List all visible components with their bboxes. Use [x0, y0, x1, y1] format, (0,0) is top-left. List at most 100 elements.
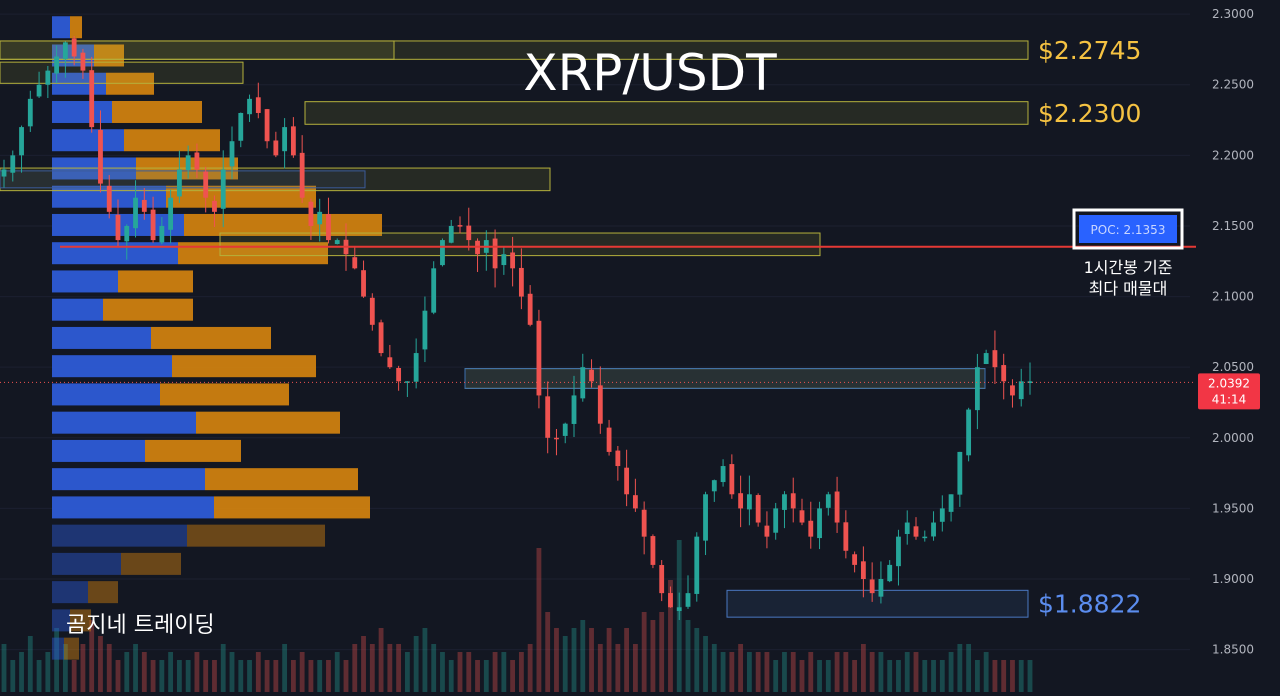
profile-buy-bar: [52, 270, 118, 293]
candle-body: [378, 322, 384, 354]
volume-bar: [378, 628, 384, 692]
profile-buy-bar: [52, 552, 121, 575]
poc-label-box: [1079, 215, 1177, 243]
volume-bar: [589, 628, 594, 692]
profile-buy-bar: [52, 326, 151, 349]
profile-buy-bar: [52, 609, 70, 632]
y-tick-label: 1.8500: [1212, 643, 1254, 657]
candle-body: [808, 520, 814, 537]
volume-bar: [124, 652, 130, 692]
candle-body: [983, 353, 989, 365]
candle-body: [545, 396, 551, 438]
volume-bar: [1010, 660, 1015, 692]
candlesticks: [1, 35, 1033, 621]
candle-body: [334, 240, 340, 245]
profile-sell-bar: [118, 270, 193, 293]
candle-body: [817, 508, 822, 539]
volume-bar: [817, 660, 822, 692]
candle-body: [212, 200, 217, 212]
volume-bar: [492, 652, 498, 692]
volume-bar: [212, 660, 217, 692]
candle-body: [1010, 385, 1015, 396]
volume-bar: [62, 644, 68, 692]
volume-bar: [203, 660, 209, 692]
candle-body: [10, 155, 16, 173]
volume-bar: [483, 660, 489, 692]
candle-body: [124, 225, 130, 242]
volume-bar: [668, 580, 673, 692]
profile-sell-bar: [160, 383, 289, 406]
candle-body: [755, 495, 761, 523]
profile-sell-bar: [205, 468, 358, 491]
volume-bar: [632, 644, 638, 692]
volume-profile: [52, 16, 382, 660]
volume-bar: [413, 636, 419, 692]
candle-body: [518, 267, 524, 297]
volume-bar: [641, 612, 647, 692]
candle-body: [326, 214, 331, 241]
volume-bar: [150, 660, 156, 692]
level-label: $2.2745: [1038, 36, 1141, 65]
profile-buy-bar: [52, 129, 124, 152]
candle-body: [615, 450, 621, 467]
candle-body: [501, 254, 507, 266]
candle-body: [878, 579, 884, 597]
volume-bar: [448, 660, 454, 692]
candle-body: [694, 536, 700, 594]
candle-body: [852, 554, 858, 565]
candle-body: [440, 240, 445, 266]
candle-body: [571, 395, 577, 424]
volume-bar: [115, 660, 121, 692]
volume-bar: [361, 636, 366, 692]
profile-buy-bar: [52, 411, 196, 434]
volume-bar: [273, 660, 279, 692]
candle-body: [71, 38, 77, 57]
y-tick-label: 2.1500: [1212, 219, 1254, 233]
profile-buy-bar: [52, 468, 205, 491]
profile-sell-bar: [121, 552, 181, 575]
candle-body: [554, 437, 559, 440]
volume-bar: [369, 644, 375, 692]
candle-body: [887, 564, 893, 582]
profile-buy-bar: [52, 16, 70, 39]
current-price-value: 2.0392: [1208, 376, 1250, 390]
candle-body: [562, 423, 568, 436]
candle-body: [703, 494, 708, 541]
candle-body: [711, 480, 717, 492]
candle-body: [782, 494, 787, 510]
candle-body: [396, 368, 402, 382]
candle-body: [913, 526, 919, 537]
y-tick-label: 1.9000: [1212, 572, 1254, 586]
profile-sell-bar: [124, 129, 220, 152]
candle-body: [492, 238, 498, 269]
candle-body: [361, 270, 366, 297]
volume-bar: [457, 652, 463, 692]
volume-bar: [843, 652, 849, 692]
volume-bar: [71, 660, 77, 692]
candle-body: [1001, 365, 1007, 382]
volume-bar: [878, 652, 884, 692]
candle-body: [966, 409, 972, 456]
candle-body: [922, 536, 928, 539]
chart-title: XRP/USDT: [523, 44, 777, 102]
volume-bar: [518, 652, 524, 692]
volume-bar: [755, 652, 761, 692]
price-axis: 2.3000 2.2500 2.2000 2.1500 2.1000 2.0500 2.00…: [1198, 7, 1260, 657]
volume-bar: [299, 652, 305, 692]
volume-bar: [36, 660, 42, 692]
volume-bar: [264, 660, 270, 692]
volume-bar: [966, 644, 972, 692]
candle-body: [799, 510, 805, 523]
volume-bar: [106, 644, 112, 692]
volume-bar: [860, 644, 866, 692]
candle-body: [27, 98, 33, 127]
volume-bar: [773, 660, 779, 692]
volume-bar: [948, 652, 954, 692]
candle-body: [369, 297, 375, 325]
level-label: $1.8822: [1038, 590, 1141, 619]
volume-bar: [352, 644, 358, 692]
volume-bar: [825, 660, 831, 692]
profile-buy-bar: [52, 637, 64, 660]
